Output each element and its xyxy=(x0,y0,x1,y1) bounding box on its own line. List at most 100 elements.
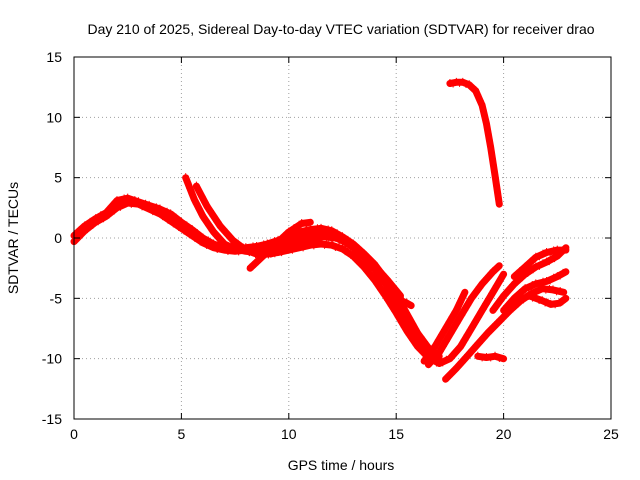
data-point-marker xyxy=(178,217,185,224)
data-point-marker xyxy=(516,289,523,296)
series-band xyxy=(446,78,503,208)
data-point-marker xyxy=(281,245,288,252)
data-point-marker xyxy=(502,292,509,299)
data-point-marker xyxy=(436,358,443,365)
data-point-marker xyxy=(487,328,494,335)
axis-tick-labels: 0 5 10 15 20 25 -15 -10 -5 0 5 10 15 xyxy=(42,49,619,442)
data-point-marker xyxy=(524,270,531,277)
data-point-marker xyxy=(550,285,557,292)
series-track-h xyxy=(420,288,469,365)
data-point-marker xyxy=(167,209,174,216)
data-point-marker xyxy=(536,281,543,288)
data-point-marker xyxy=(400,297,407,304)
x-tick-label: 10 xyxy=(281,426,297,442)
data-point-marker xyxy=(342,249,349,256)
data-point-marker xyxy=(492,351,499,358)
y-tick-label: -15 xyxy=(42,411,62,427)
data-point-marker xyxy=(146,200,153,207)
data-point-marker xyxy=(459,312,466,319)
data-point-marker xyxy=(87,217,94,224)
series-track-k xyxy=(489,244,570,314)
data-point-marker xyxy=(253,241,260,248)
data-point-marker xyxy=(128,197,135,204)
data-point-marker xyxy=(511,293,518,300)
data-point-marker xyxy=(360,262,367,269)
data-point-marker xyxy=(290,224,297,231)
data-point-marker xyxy=(197,239,204,246)
data-point-marker xyxy=(509,306,516,313)
data-point-marker xyxy=(196,187,203,194)
data-point-marker xyxy=(164,207,171,214)
data-point-marker xyxy=(117,198,124,205)
data-point-marker xyxy=(149,205,156,212)
data-point-marker xyxy=(293,225,300,232)
data-point-marker xyxy=(444,375,451,382)
data-point-marker xyxy=(502,313,509,320)
data-point-marker xyxy=(498,296,505,303)
data-point-marker xyxy=(335,243,342,250)
data-point-marker xyxy=(492,177,499,184)
data-point-marker xyxy=(249,247,256,254)
series-track-m xyxy=(510,245,570,281)
data-point-marker xyxy=(430,347,437,354)
data-point-marker xyxy=(310,227,317,234)
series-band xyxy=(510,246,570,281)
data-point-marker xyxy=(363,254,370,261)
data-point-marker xyxy=(100,212,107,219)
data-point-marker xyxy=(323,235,330,242)
data-point-marker xyxy=(493,183,500,190)
data-point-marker xyxy=(491,288,498,295)
data-point-marker xyxy=(487,143,494,149)
data-point-marker xyxy=(307,219,314,226)
series-track-d xyxy=(192,181,404,300)
data-point-marker xyxy=(472,319,479,326)
data-point-marker xyxy=(536,254,543,261)
data-point-marker xyxy=(562,295,569,302)
y-tick-label: 5 xyxy=(54,170,62,186)
data-point-marker xyxy=(527,266,534,273)
series-track-g xyxy=(424,262,503,369)
data-point-marker xyxy=(380,270,387,277)
data-point-marker xyxy=(527,257,534,264)
data-point-marker xyxy=(511,272,518,279)
data-point-marker xyxy=(235,248,242,255)
data-point-marker xyxy=(117,204,124,211)
data-point-marker xyxy=(181,228,188,235)
data-point-marker xyxy=(332,244,339,251)
data-point-marker xyxy=(95,215,102,222)
data-point-marker xyxy=(433,360,440,367)
data-point-marker xyxy=(496,262,503,269)
data-point-marker xyxy=(552,302,559,309)
data-point-marker xyxy=(170,221,177,228)
data-point-marker xyxy=(224,244,231,251)
y-tick-label: 15 xyxy=(46,49,62,65)
data-point-marker xyxy=(550,273,557,280)
data-point-marker xyxy=(232,240,239,247)
data-point-marker xyxy=(260,251,267,258)
data-point-marker xyxy=(247,263,254,270)
data-point-marker xyxy=(113,196,120,203)
data-point-marker xyxy=(197,234,204,241)
data-point-marker xyxy=(453,77,460,84)
data-point-marker xyxy=(361,254,368,261)
data-point-marker xyxy=(481,279,488,286)
data-point-marker xyxy=(483,301,490,308)
data-point-marker xyxy=(159,214,166,221)
data-point-marker xyxy=(556,298,563,305)
data-point-marker xyxy=(526,291,533,298)
data-point-marker xyxy=(217,221,224,228)
data-point-marker xyxy=(326,232,333,239)
data-point-marker xyxy=(76,226,83,233)
data-point-marker xyxy=(131,196,138,203)
data-point-marker xyxy=(271,251,278,258)
data-point-marker xyxy=(298,219,305,226)
data-point-marker xyxy=(532,252,539,259)
data-point-marker xyxy=(225,231,232,238)
data-point-marker xyxy=(187,185,194,192)
data-point-marker xyxy=(450,314,457,321)
data-point-marker xyxy=(437,348,444,355)
data-point-marker xyxy=(207,207,214,214)
data-point-marker xyxy=(189,225,196,232)
data-point-marker xyxy=(345,239,352,246)
data-point-marker xyxy=(393,308,400,315)
